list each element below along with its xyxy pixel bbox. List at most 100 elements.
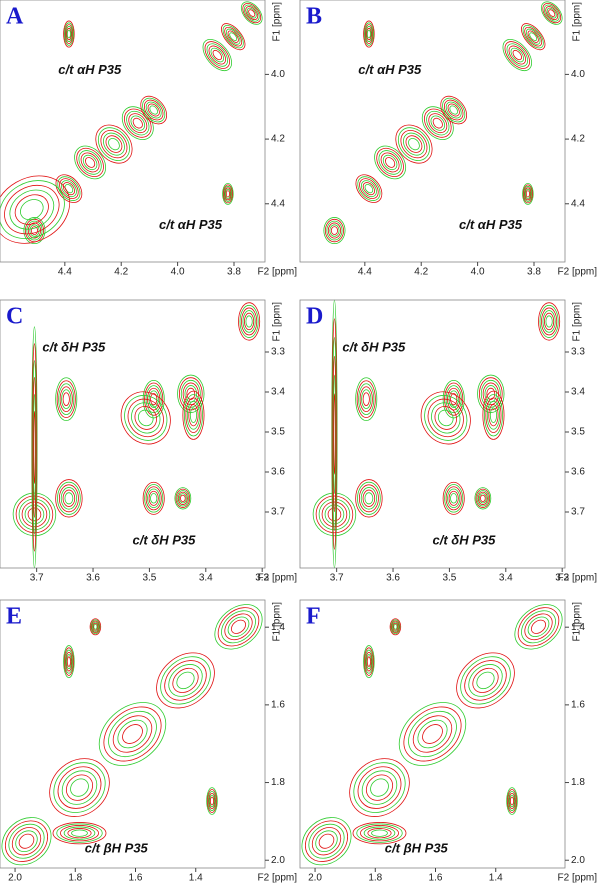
contour — [108, 137, 120, 151]
contour — [352, 822, 407, 845]
contour — [541, 307, 558, 336]
contour — [177, 491, 188, 505]
contour — [359, 178, 379, 200]
contour — [525, 190, 530, 198]
y-axis-label: F1 [ppm] — [272, 602, 283, 642]
contour — [472, 667, 499, 693]
contour — [510, 796, 514, 806]
contour — [479, 377, 503, 411]
contour — [442, 481, 465, 515]
contour — [480, 494, 486, 502]
contour — [431, 402, 461, 434]
contour — [145, 486, 162, 511]
contour — [382, 154, 398, 171]
contour — [245, 6, 259, 21]
contour — [223, 185, 233, 202]
contour — [412, 715, 453, 753]
contour — [74, 145, 107, 180]
contour — [1, 817, 52, 866]
contour — [112, 715, 153, 753]
contour — [442, 97, 466, 123]
contour — [308, 823, 345, 859]
contour — [188, 404, 199, 427]
contour — [93, 623, 98, 630]
contour — [378, 150, 402, 175]
contour — [504, 41, 531, 69]
y-tick-label: 3.3 — [271, 347, 285, 358]
contour — [227, 616, 250, 638]
contour — [207, 789, 217, 813]
contour — [30, 226, 39, 235]
contour — [301, 817, 352, 866]
y-tick-label: 3.5 — [271, 427, 285, 438]
panel: 2.0 1.8 1.6 1.4 1.4 1.6 1.8 2.0 F2 [ppm] F1 [ppm]… — [0, 599, 297, 883]
contour — [63, 645, 75, 679]
contour — [58, 383, 75, 415]
contour — [145, 385, 162, 414]
contour — [134, 406, 157, 430]
contour — [97, 127, 130, 161]
contour — [147, 103, 160, 117]
contour — [178, 493, 187, 504]
contour — [150, 393, 158, 406]
contour — [355, 377, 378, 422]
contour — [90, 619, 101, 635]
contour — [546, 7, 557, 19]
x-axis-label: F2 [ppm] — [558, 267, 598, 278]
contour — [62, 392, 70, 406]
y-tick-label: 4.4 — [271, 198, 285, 209]
x-axis-label: F2 [ppm] — [258, 573, 298, 584]
contour — [324, 218, 344, 243]
contour — [391, 621, 399, 632]
panel: 4.4 4.2 4.0 3.8 4.0 4.2 4.4 F2 [ppm] F1 [ppm] Bc/… — [299, 0, 598, 278]
contour — [210, 47, 224, 63]
x-tick-label: 3.3 — [555, 573, 569, 584]
contour — [71, 829, 88, 837]
contour — [147, 488, 161, 509]
contour — [327, 222, 341, 239]
contour — [430, 115, 446, 131]
x-tick-label: 1.4 — [189, 873, 203, 883]
annotation: c/t αH P35 — [58, 62, 122, 77]
x-tick-label: 4.4 — [58, 267, 72, 278]
contour — [185, 397, 202, 434]
contour — [356, 380, 376, 418]
contour — [318, 498, 351, 531]
y-axis-label: F1 [ppm] — [272, 2, 283, 42]
y-axis-label: F1 [ppm] — [572, 602, 583, 642]
contour — [224, 613, 253, 641]
y-tick-label: 3.7 — [571, 507, 585, 518]
contour — [12, 492, 57, 537]
contour — [244, 312, 255, 331]
contour — [142, 97, 166, 123]
contour — [365, 651, 373, 672]
y-tick-label: 4.2 — [571, 134, 585, 145]
contour — [150, 493, 158, 504]
contour — [363, 647, 374, 676]
annotation: c/t βH P35 — [385, 841, 449, 856]
contour — [527, 616, 550, 638]
contour — [426, 110, 450, 136]
contour — [142, 481, 165, 515]
contour — [64, 649, 74, 674]
contour — [208, 792, 216, 810]
contour — [489, 407, 498, 423]
contour — [61, 770, 98, 805]
contour — [224, 26, 243, 47]
contour — [474, 487, 492, 510]
contour — [49, 758, 110, 817]
contour — [231, 619, 246, 634]
contour — [456, 652, 515, 709]
contour — [103, 132, 125, 156]
contour — [544, 312, 555, 331]
contour — [364, 492, 374, 505]
x-tick-label: 3.4 — [499, 573, 513, 584]
contour — [366, 27, 372, 41]
contour — [92, 622, 99, 631]
contour — [148, 390, 159, 408]
contour — [4, 184, 60, 235]
contour — [20, 199, 44, 221]
plot-frame — [299, 599, 566, 869]
contour — [445, 385, 462, 414]
contour — [62, 489, 76, 507]
